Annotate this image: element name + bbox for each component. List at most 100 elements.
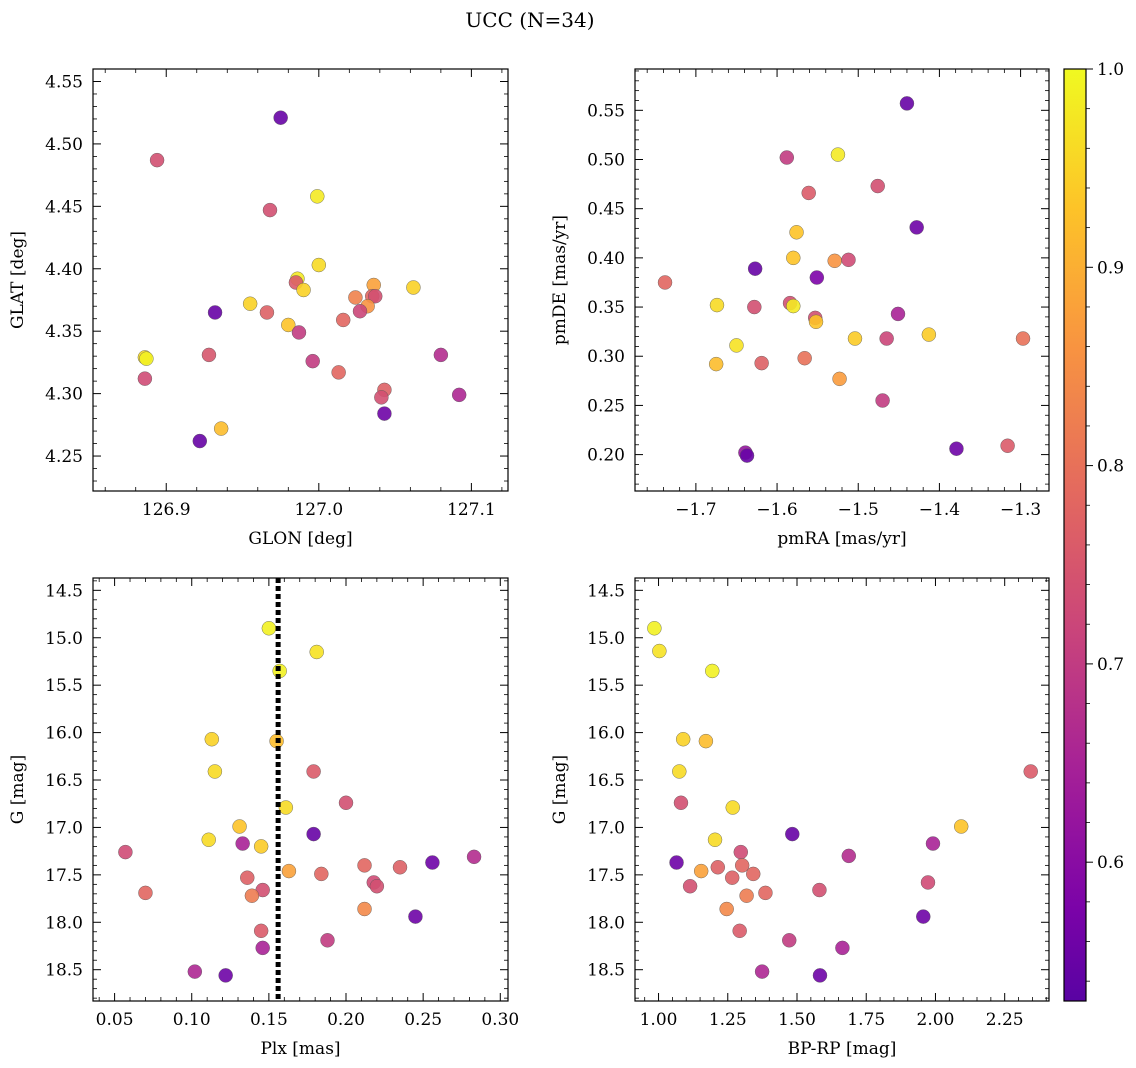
panel-plx-g: 0.05 0.10 0.15 0.20 0.25 0.30 14.5 15.0 15.5 16.0…	[8, 577, 519, 1059]
scatter-point	[673, 795, 689, 810]
y-tick-label: 15.5	[45, 676, 83, 696]
y-tick-label: 16.5	[587, 771, 625, 791]
x-tick-label: −1.6	[756, 500, 797, 520]
scatter-point	[255, 940, 270, 956]
scatter-point	[338, 795, 354, 810]
y-tick-label: 0.30	[587, 347, 625, 367]
figure-title: UCC (N=34)	[465, 8, 594, 32]
scatter-point	[149, 152, 165, 168]
scatter-point	[739, 888, 754, 903]
x-tick-label: 2.00	[917, 1010, 955, 1030]
scatter-point	[705, 663, 720, 679]
y-axis-label: pmDE [mas/yr]	[550, 215, 570, 345]
scatter-point	[921, 327, 937, 342]
colorbar-tick-label: 0.8	[1097, 457, 1124, 477]
scatter-point	[235, 836, 250, 851]
scatter-point	[357, 901, 372, 917]
y-tick-label: 18.0	[45, 913, 83, 933]
y-tick-label: 17.0	[45, 818, 83, 838]
scatter-point	[732, 923, 747, 939]
y-tick-label: 15.0	[45, 629, 83, 649]
y-tick-label: 15.5	[587, 676, 625, 696]
scatter-point	[835, 940, 850, 956]
scatter-point	[377, 406, 392, 421]
y-tick-label: 4.30	[45, 385, 83, 405]
scatter-point	[207, 764, 223, 779]
scatter-point	[657, 275, 673, 290]
scatter-point	[253, 839, 269, 854]
scatter-point	[672, 764, 687, 779]
scatter-point	[675, 732, 691, 747]
scatter-point	[138, 885, 153, 901]
scatter-point	[281, 317, 296, 333]
scatter-point	[847, 331, 863, 346]
x-tick-label: 0.10	[173, 1010, 211, 1030]
colorbar: 0.6 0.7 0.8 0.9 1.0	[1063, 60, 1124, 1002]
scatter-point	[747, 261, 763, 276]
y-axis-label: G [mag]	[550, 755, 570, 824]
scatter-point	[785, 826, 800, 842]
scatter-point	[827, 253, 842, 269]
scatter-point	[782, 933, 797, 948]
scatter-point	[954, 819, 969, 834]
scatter-point	[875, 393, 890, 408]
scatter-point	[830, 147, 846, 162]
scatter-point	[747, 299, 762, 315]
plot-frame	[92, 577, 509, 1002]
y-tick-label: 0.55	[587, 101, 625, 121]
scatter-point	[352, 304, 368, 319]
scatter-point	[899, 96, 915, 111]
scatter-point	[916, 909, 931, 924]
x-tick-label: −1.5	[838, 500, 879, 520]
y-tick-label: 17.5	[587, 866, 625, 886]
x-tick-label: 0.15	[250, 1010, 288, 1030]
scatter-point	[786, 250, 801, 266]
scatter-point	[306, 764, 321, 779]
x-axis-label: BP-RP [mag]	[788, 1039, 897, 1059]
scatter-point	[369, 879, 385, 894]
tick-marks	[635, 578, 1049, 1001]
x-tick-label: 0.05	[96, 1010, 134, 1030]
scatter-point	[725, 800, 740, 815]
x-tick-label: 1.00	[640, 1010, 678, 1030]
x-tick-label: 0.20	[327, 1010, 365, 1030]
x-tick-label: 127.1	[447, 500, 496, 520]
scatter-point	[406, 280, 421, 295]
scatter-point	[408, 909, 423, 924]
scatter-point	[647, 621, 662, 636]
scatter-point	[253, 923, 269, 939]
x-tick-label: −1.3	[1000, 500, 1041, 520]
y-tick-label: 0.50	[587, 150, 625, 170]
y-tick-label: 4.25	[45, 447, 83, 467]
scatter-point	[707, 832, 723, 847]
scatter-point	[261, 621, 277, 636]
y-tick-label: 18.5	[45, 961, 83, 981]
x-tick-label: 2.25	[986, 1010, 1024, 1030]
scatter-point	[320, 933, 335, 948]
panel-glon-glat: 126.9 127.0 127.1 4.25 4.30 4.35 4.40 4.45 4.50 4…	[8, 68, 509, 549]
scatter-point	[698, 733, 714, 749]
scatter-point	[841, 252, 856, 268]
scatter-point	[232, 819, 247, 834]
panel-pmra-pmde: −1.7 −1.6 −1.5 −1.4 −1.3 0.20 0.25 0.30 0.35 0.40…	[550, 68, 1050, 549]
tick-marks	[93, 578, 508, 1001]
y-tick-label: 14.5	[45, 581, 83, 601]
scatter-point	[425, 855, 440, 870]
scatter-point	[1023, 764, 1038, 779]
scatter-points	[647, 621, 1038, 983]
scatter-point	[797, 351, 812, 366]
scatter-point	[801, 185, 816, 201]
scatter-point	[925, 836, 941, 851]
scatter-point	[669, 855, 684, 870]
scatter-point	[296, 282, 311, 298]
colorbar-tick-label: 0.9	[1097, 258, 1124, 278]
scatter-point	[331, 365, 346, 380]
scatter-point	[725, 870, 740, 885]
y-tick-label: 0.35	[587, 298, 625, 318]
x-axis-label: Plx [mas]	[260, 1039, 340, 1059]
scatter-point	[832, 371, 847, 387]
scatter-point	[192, 433, 208, 449]
scatter-point	[809, 270, 825, 285]
y-tick-label: 18.0	[587, 913, 625, 933]
